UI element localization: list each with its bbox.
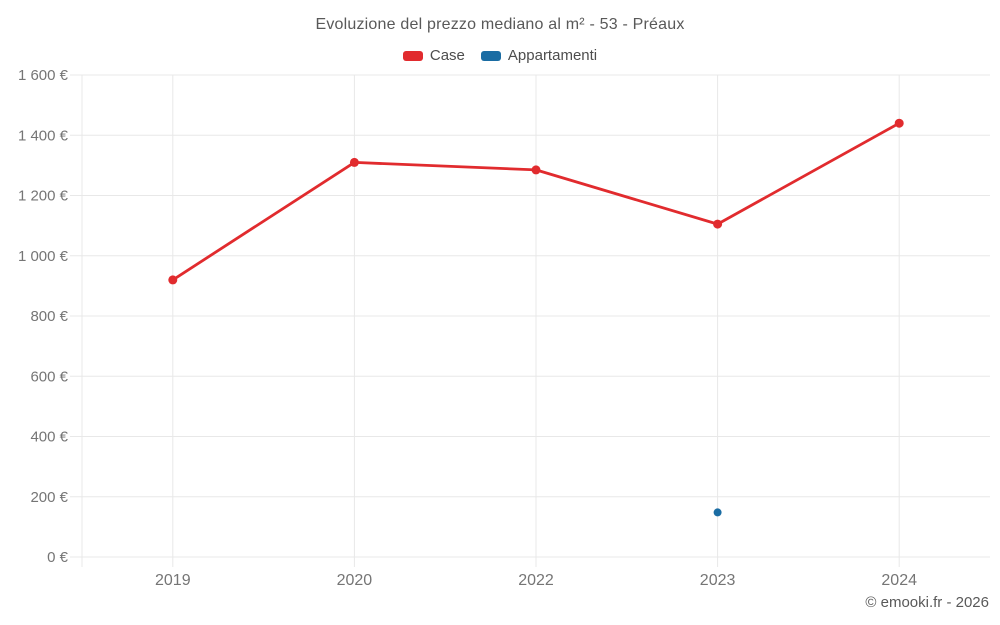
x-tick-label: 2024	[881, 572, 917, 589]
legend-swatch-case	[402, 50, 423, 61]
data-point-appartamenti-2023[interactable]	[713, 508, 722, 517]
y-tick-label: 800 €	[30, 308, 68, 325]
legend-label-case: Case	[429, 47, 465, 64]
x-tick-label: 2020	[337, 572, 373, 589]
data-point-case-2020[interactable]	[349, 157, 359, 167]
chart-legend: Case Appartamenti	[0, 47, 1000, 64]
chart-title: Evoluzione del prezzo mediano al m² - 53…	[315, 16, 685, 33]
y-tick-label: 400 €	[30, 429, 68, 446]
y-tick-label: 1 000 €	[18, 248, 69, 265]
legend-item-appartamenti[interactable]: Appartamenti	[480, 47, 598, 64]
y-tick-label: 1 600 €	[18, 67, 69, 84]
copyright-text: © emooki.fr - 2026	[865, 594, 989, 611]
data-point-case-2019[interactable]	[168, 275, 178, 285]
legend-item-case[interactable]: Case	[402, 47, 465, 64]
x-tick-label: 2019	[155, 572, 191, 589]
data-point-case-2022[interactable]	[531, 165, 541, 175]
legend-label-appartamenti: Appartamenti	[507, 47, 598, 64]
y-tick-label: 200 €	[30, 489, 68, 506]
y-tick-label: 600 €	[30, 368, 68, 385]
data-point-case-2024[interactable]	[894, 118, 904, 128]
y-tick-label: 0 €	[47, 549, 69, 566]
data-point-case-2023[interactable]	[713, 219, 723, 229]
y-tick-label: 1 400 €	[18, 127, 69, 144]
legend-swatch-appartamenti	[480, 50, 501, 61]
x-tick-label: 2022	[518, 572, 554, 589]
x-tick-label: 2023	[700, 572, 736, 589]
y-tick-label: 1 200 €	[18, 188, 69, 205]
